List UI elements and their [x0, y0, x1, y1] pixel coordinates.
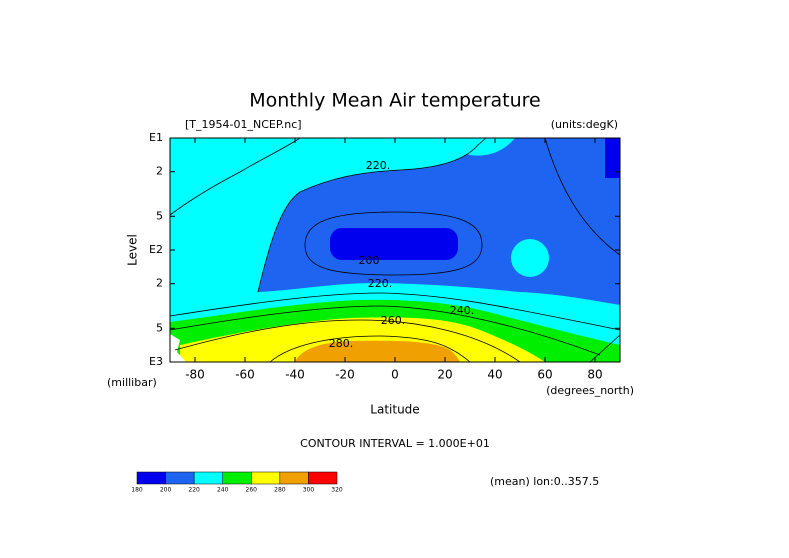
y-tick-label: E2 — [149, 243, 163, 256]
y-tick-label: 5 — [156, 321, 163, 334]
chart-title: Monthly Mean Air temperature — [249, 90, 540, 112]
x-tick-label: 20 — [437, 368, 452, 382]
fill-region — [440, 138, 515, 156]
y-tick-label: 2 — [156, 165, 163, 178]
contour-field: 220. 200 220. 240. 260. 280. — [169, 137, 621, 363]
y-tick-label: 5 — [156, 209, 163, 222]
x-tick-label: 60 — [537, 368, 552, 382]
colorbar-label: 280 — [274, 487, 286, 494]
units: (units:degK) — [551, 118, 618, 131]
colorbar-swatch — [308, 471, 338, 485]
missing-data — [170, 334, 186, 362]
colorbar-label: 240 — [217, 487, 229, 494]
colorbar-label: 260 — [246, 487, 258, 494]
contour-label: 260. — [381, 314, 406, 327]
contour-line — [257, 137, 487, 293]
contour-line — [544, 137, 621, 256]
fill-region — [295, 340, 460, 362]
contour-label: 240. — [450, 304, 475, 317]
contour-line — [169, 137, 301, 216]
contour-line — [169, 292, 621, 331]
x-tick-label: -20 — [335, 368, 355, 382]
x-tick-label: -40 — [285, 368, 305, 382]
fill-region — [330, 228, 458, 260]
colorbar-swatch — [279, 471, 309, 485]
y-tick-label: E3 — [149, 355, 163, 368]
footnote: (mean) lon:0..357.5 — [490, 475, 599, 488]
contour-line — [304, 211, 483, 276]
contour-line — [169, 305, 601, 356]
y-axis-label: Level — [126, 234, 140, 266]
fill-region — [605, 138, 620, 178]
contour-line — [174, 319, 521, 363]
colorbar-label: 220 — [188, 487, 200, 494]
colorbar-swatch — [222, 471, 252, 485]
colorbar-swatch — [193, 471, 223, 485]
colorbar-swatch — [165, 471, 195, 485]
x-tick-label: 40 — [487, 368, 502, 382]
colorbar-label: 180 — [131, 487, 143, 494]
contour-label: 220. — [368, 277, 393, 290]
contour-line — [269, 335, 471, 363]
colorbar-label: 200 — [160, 487, 172, 494]
contour-label: 280. — [329, 337, 354, 350]
x-axis-label: Latitude — [370, 403, 419, 417]
y-tick-label: 2 — [156, 277, 163, 290]
colorbar-label: 320 — [331, 487, 343, 494]
colorbar-swatch — [251, 471, 281, 485]
x-tick-label: 80 — [587, 368, 602, 382]
x-tick-label: -80 — [185, 368, 205, 382]
x-tick-label: 0 — [391, 368, 399, 382]
colorbar-label: 300 — [303, 487, 315, 494]
contour-label: 220. — [366, 159, 391, 172]
subtitle: [T_1954-01_NCEP.nc] — [185, 118, 302, 131]
x-tick-label: -60 — [235, 368, 255, 382]
x-units: (degrees_north) — [546, 384, 634, 397]
contour-note: CONTOUR INTERVAL = 1.000E+01 — [300, 437, 490, 450]
y-units: (millibar) — [107, 376, 157, 389]
contour-label: 200 — [359, 254, 380, 267]
y-tick-label: E1 — [149, 131, 163, 144]
colorbar-swatch — [136, 471, 166, 485]
fill-region — [511, 239, 549, 277]
